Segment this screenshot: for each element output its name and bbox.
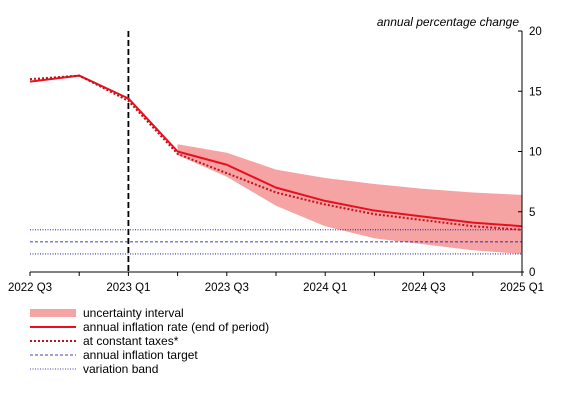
x-tick-label: 2022 Q3	[8, 282, 52, 294]
y-tick-label: 0	[529, 267, 535, 279]
y-tick-label: 5	[529, 207, 535, 219]
x-tick-label: 2023 Q1	[106, 282, 150, 294]
inflation-rate-line	[29, 74, 523, 228]
x-tick-label: 2024 Q3	[402, 282, 446, 294]
axes-layer: 2022 Q3 2023 Q1 2023 Q3 2024 Q1 2024 Q3 2025 …	[8, 26, 544, 294]
y-tick-label: 10	[529, 147, 542, 159]
series-layer	[29, 74, 523, 231]
y-axis-unit-label: annual percentage change	[377, 15, 519, 29]
uncertainty-interval-layer	[177, 144, 522, 254]
legend-label: annual inflation target	[83, 348, 198, 362]
y-tick-label: 15	[529, 86, 542, 98]
target-and-band-layer	[30, 229, 522, 255]
x-tick-label: 2023 Q3	[205, 282, 249, 294]
legend-label: variation band	[83, 362, 158, 376]
x-tick-label: 2024 Q1	[303, 282, 347, 294]
uncertainty-interval-band	[177, 144, 522, 254]
legend-label: annual inflation rate (end of period)	[83, 320, 269, 334]
legend-label: uncertainty interval	[83, 306, 184, 320]
y-tick-label: 20	[529, 26, 542, 38]
legend-label: at constant taxes*	[83, 334, 179, 348]
x-tick-label: 2025 Q1	[500, 282, 544, 294]
constant-taxes-line	[29, 74, 523, 231]
legend-swatch-uncertainty	[30, 309, 76, 317]
